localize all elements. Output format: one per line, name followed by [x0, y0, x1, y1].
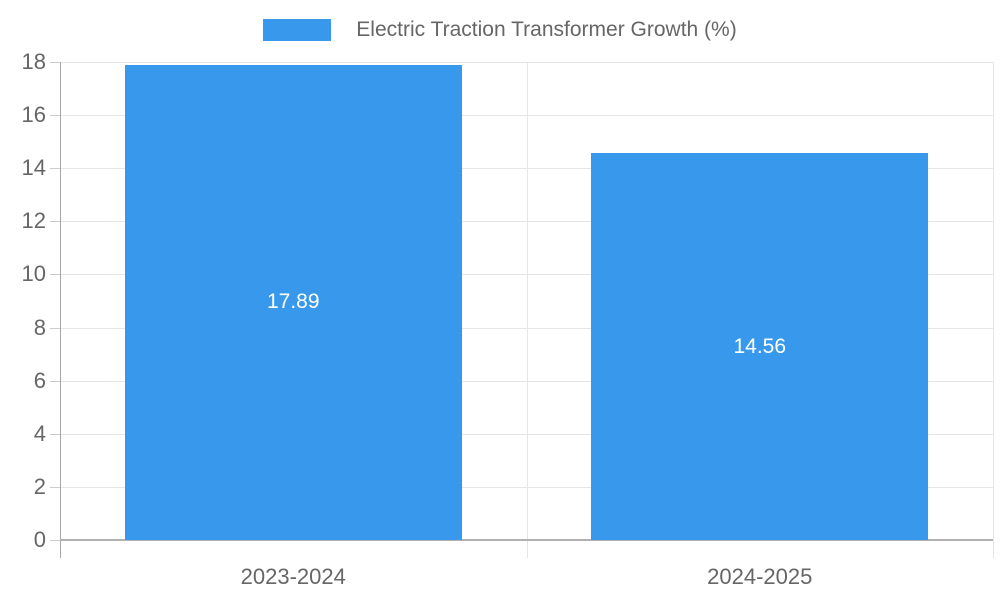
- y-tick-label: 18: [21, 49, 46, 74]
- legend-item[interactable]: Electric Traction Transformer Growth (%): [0, 14, 1000, 46]
- y-tick-label: 8: [33, 314, 46, 340]
- y-tick-mark: [50, 168, 60, 170]
- x-category-label: 2024-2025: [707, 564, 813, 589]
- x-axis-baseline: [60, 539, 993, 541]
- y-tick-label: 0: [33, 527, 46, 552]
- category-boundary-gridline: [526, 62, 528, 558]
- y-tick-mark: [50, 380, 60, 382]
- legend-swatch: [263, 19, 332, 41]
- y-tick-mark: [50, 62, 60, 63]
- y-tick-mark: [50, 221, 60, 223]
- y-tick-mark: [50, 486, 60, 488]
- y-tick-label: 10: [21, 261, 46, 287]
- y-tick-mark: [50, 327, 60, 329]
- y-tick-mark: [50, 433, 60, 435]
- y-tick-mark: [50, 274, 60, 276]
- x-category-label: 2023-2024: [240, 564, 346, 589]
- y-tick-label: 6: [33, 367, 46, 393]
- y-tick-label: 2: [33, 473, 46, 499]
- y-tick-label: 4: [33, 420, 46, 446]
- bar-2023-2024: 17.89: [124, 64, 462, 540]
- legend-label: Electric Traction Transformer Growth (%): [356, 18, 737, 41]
- y-tick-mark: [50, 115, 60, 117]
- y-tick-label: 14: [21, 155, 46, 181]
- bar-2024-2025: 14.56: [591, 153, 929, 540]
- bar-value-label: 14.56: [733, 334, 787, 358]
- y-tick-label: 12: [21, 208, 46, 234]
- y-tick-mark: [50, 540, 60, 541]
- category-boundary-gridline: [993, 62, 994, 558]
- y-axis-line: [60, 62, 61, 558]
- bar-value-label: 17.89: [266, 290, 320, 314]
- y-tick-label: 16: [21, 102, 46, 128]
